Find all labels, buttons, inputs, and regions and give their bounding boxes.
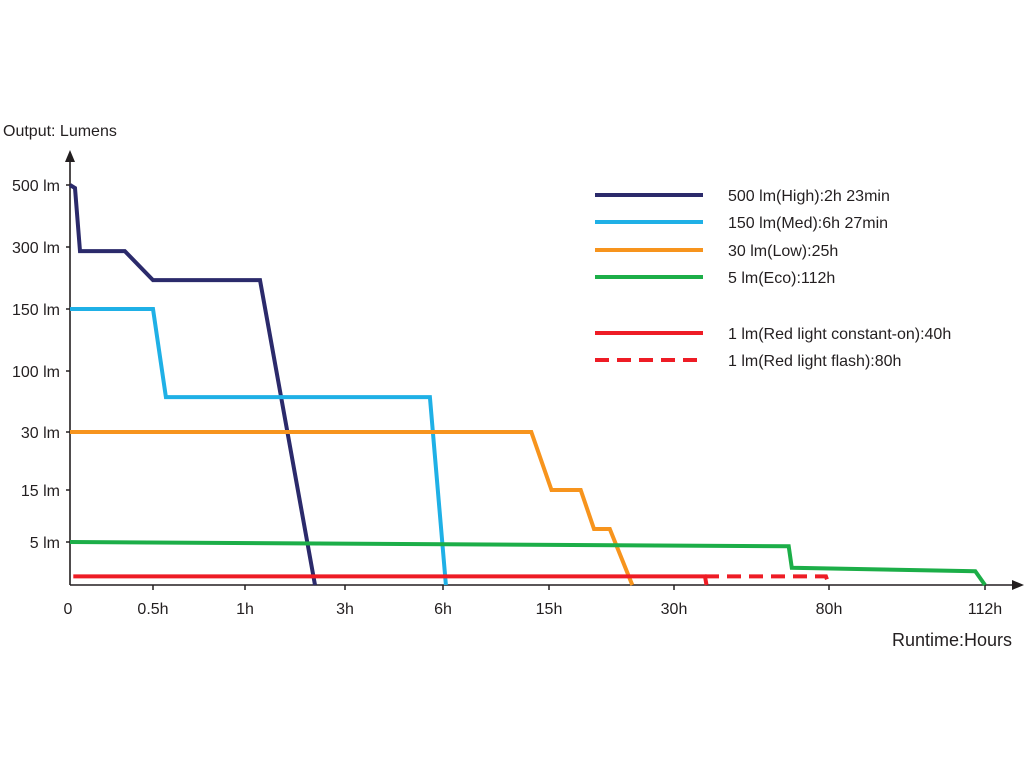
y-tick-label: 300 lm <box>12 240 60 257</box>
x-axis-title: Runtime:Hours <box>892 630 1012 650</box>
legend: 500 lm(High):2h 23min 150 lm(Med):6h 27mi… <box>595 188 951 370</box>
y-tick-label: 30 lm <box>21 425 60 442</box>
y-axis-arrow <box>65 150 75 162</box>
legend-label: 5 lm(Eco):112h <box>728 270 835 287</box>
x-tick-label: 80h <box>816 601 843 618</box>
legend-label: 500 lm(High):2h 23min <box>728 188 890 205</box>
y-tick-label: 15 lm <box>21 483 60 500</box>
y-tick-label: 500 lm <box>12 178 60 195</box>
x-tick-label: 3h <box>336 601 354 618</box>
series-line-3 <box>70 430 635 586</box>
series-line-4 <box>69 540 987 587</box>
legend-label: 1 lm(Red light flash):80h <box>728 353 901 370</box>
x-tick-label: 112h <box>968 601 1002 618</box>
x-tick-label: 6h <box>434 601 452 618</box>
series-line-5 <box>73 574 709 586</box>
y-tick-label: 150 lm <box>12 302 60 319</box>
x-tick-label: 0.5h <box>137 601 168 618</box>
series-line-1 <box>68 183 317 586</box>
x-axis-arrow <box>1012 580 1024 590</box>
legend-label: 150 lm(Med):6h 27min <box>728 215 888 232</box>
series-line-6 <box>705 574 831 586</box>
x-tick-label: 30h <box>661 601 688 618</box>
y-tick-label: 5 lm <box>30 535 60 552</box>
legend-label: 30 lm(Low):25h <box>728 243 838 260</box>
series-line-2 <box>70 307 448 586</box>
x-tick-label: 1h <box>236 601 254 618</box>
legend-label: 1 lm(Red light constant-on):40h <box>728 326 951 343</box>
y-tick-label: 100 lm <box>12 364 60 381</box>
x-tick-label: 15h <box>536 601 563 618</box>
y-axis-title: Output: Lumens <box>3 123 117 140</box>
x-tick-label: 0 <box>64 601 73 618</box>
